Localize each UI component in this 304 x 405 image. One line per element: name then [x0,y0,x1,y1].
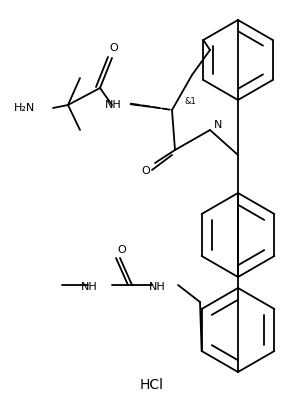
Text: NH: NH [149,282,166,292]
Text: N: N [214,120,222,130]
Text: NH: NH [105,100,122,110]
Text: H₂N: H₂N [14,103,35,113]
Text: &1: &1 [184,98,196,107]
Text: O: O [142,166,150,176]
Text: NH: NH [81,282,98,292]
Text: HCl: HCl [140,378,164,392]
Text: O: O [118,245,126,255]
Text: O: O [110,43,118,53]
